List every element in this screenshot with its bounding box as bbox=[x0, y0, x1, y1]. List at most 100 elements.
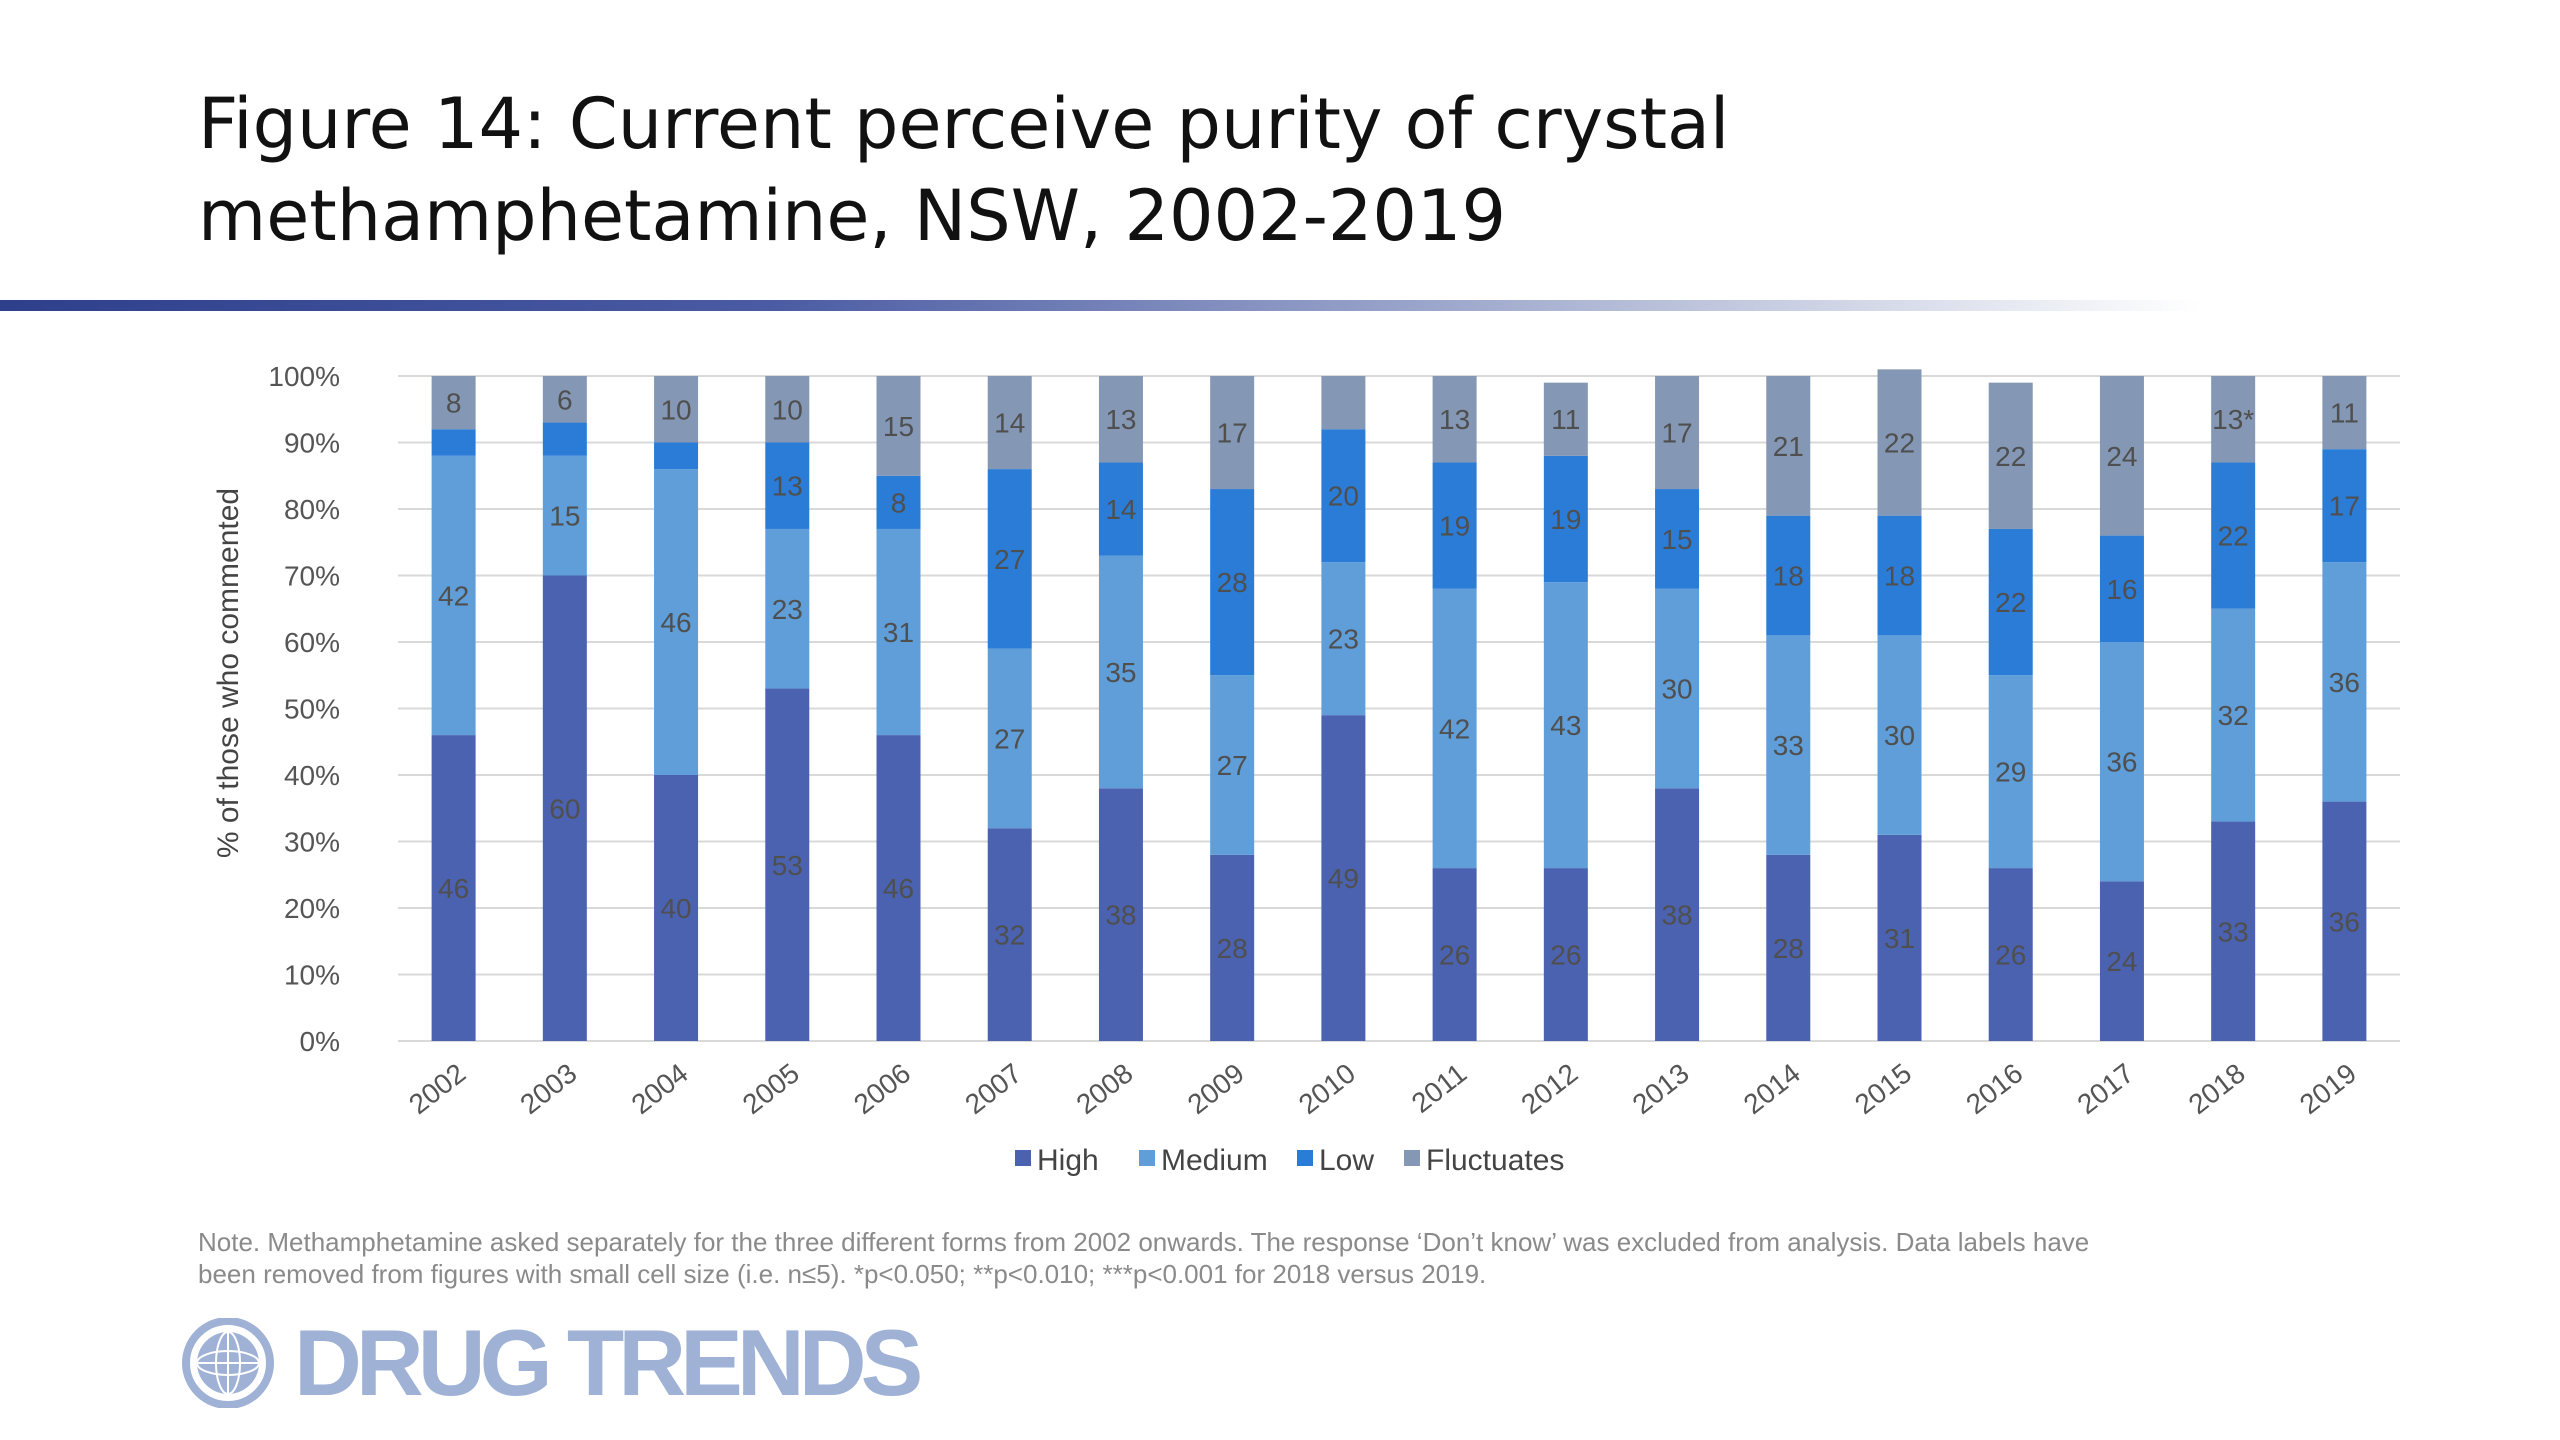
title-line-1: Figure 14: Current perceive purity of cr… bbox=[198, 83, 1730, 165]
bar-segment-low bbox=[654, 442, 699, 470]
bar-segment-medium bbox=[1543, 582, 1588, 869]
legend-swatch-high bbox=[1015, 1150, 1031, 1166]
bar-segment-fluctuates bbox=[1321, 376, 1366, 430]
y-tick-label: 40% bbox=[284, 760, 340, 791]
data-label: 42 bbox=[1439, 713, 1470, 744]
bar-segment-high bbox=[542, 575, 587, 1041]
bar-segment-medium bbox=[1877, 635, 1922, 835]
logo-text: DRUG TRENDS bbox=[294, 1310, 923, 1415]
bar-segment-medium bbox=[2099, 642, 2144, 882]
bar-segment-medium bbox=[2322, 562, 2367, 802]
bar-segment-medium bbox=[1098, 555, 1143, 789]
data-label: 36 bbox=[2329, 667, 2360, 698]
bar-segment-fluctuates bbox=[2099, 376, 2144, 536]
legend-label: High bbox=[1037, 1144, 1099, 1177]
data-label: 14 bbox=[994, 408, 1025, 439]
y-tick-label: 10% bbox=[284, 960, 340, 991]
x-tick-label: 2014 bbox=[1738, 1057, 1806, 1120]
data-label: 33 bbox=[2218, 916, 2249, 947]
data-label: 33 bbox=[1773, 730, 1804, 761]
data-label: 46 bbox=[883, 873, 914, 904]
bar-segment-medium bbox=[987, 648, 1032, 829]
drug-trends-logo: DRUG TRENDS bbox=[176, 1310, 923, 1415]
bar-segment-high bbox=[2322, 801, 2367, 1041]
bar-segment-high bbox=[1543, 868, 1588, 1041]
bar-segment-low bbox=[1655, 489, 1700, 589]
data-label: 46 bbox=[660, 607, 691, 638]
x-tick-label: 2015 bbox=[1849, 1057, 1917, 1120]
bar-segment-low bbox=[1877, 515, 1922, 636]
data-label: 6 bbox=[557, 384, 573, 415]
bar-segment-low bbox=[1321, 429, 1366, 563]
data-label: 19 bbox=[1439, 511, 1470, 542]
data-label: 35 bbox=[1105, 657, 1136, 688]
x-tick-label: 2004 bbox=[626, 1057, 694, 1120]
data-label: 28 bbox=[1217, 933, 1248, 964]
data-label: 28 bbox=[1217, 567, 1248, 598]
bar-segment-fluctuates bbox=[987, 376, 1032, 470]
data-labels: 46 42 8 60 15 6 40 46 10 53 23 13 10 46 31 8 15 32 27 27 14 3… bbox=[438, 384, 2360, 977]
bar-segment-low bbox=[1766, 515, 1811, 636]
bar-segment-medium bbox=[1432, 588, 1477, 869]
bar-segment-high bbox=[765, 688, 810, 1041]
data-label: 14 bbox=[1105, 494, 1136, 525]
x-axis-ticks: 2002 2003 2004 2005 2006 2007 2008 2009 2010 2011… bbox=[403, 1057, 2362, 1120]
bars bbox=[431, 369, 2367, 1041]
x-tick-label: 2010 bbox=[1293, 1057, 1361, 1120]
data-label: 38 bbox=[1105, 900, 1136, 931]
data-label: 36 bbox=[2106, 747, 2137, 778]
data-label: 16 bbox=[2106, 574, 2137, 605]
bar-segment-fluctuates bbox=[654, 376, 699, 443]
x-tick-label: 2008 bbox=[1070, 1057, 1138, 1120]
bar-segment-high bbox=[876, 735, 921, 1041]
bar-segment-high bbox=[1432, 868, 1477, 1041]
x-tick-label: 2005 bbox=[737, 1057, 805, 1120]
data-label: 53 bbox=[772, 850, 803, 881]
bar-segment-low bbox=[2211, 462, 2256, 609]
y-tick-label: 0% bbox=[300, 1026, 340, 1057]
bar-segment-high bbox=[2211, 821, 2256, 1041]
bar-segment-fluctuates bbox=[1543, 382, 1588, 456]
x-tick-label: 2016 bbox=[1960, 1057, 2028, 1120]
data-label: 40 bbox=[660, 893, 691, 924]
bar-segment-medium bbox=[765, 528, 810, 689]
bar-segment-fluctuates bbox=[2211, 376, 2256, 463]
data-label: 22 bbox=[1995, 441, 2026, 472]
bar-segment-high bbox=[1210, 854, 1255, 1041]
bar-segment-high bbox=[1877, 834, 1922, 1041]
data-label: 26 bbox=[1995, 940, 2026, 971]
data-label: 42 bbox=[438, 580, 469, 611]
data-label: 22 bbox=[1995, 587, 2026, 618]
bar-segment-low bbox=[1543, 455, 1588, 583]
y-tick-label: 80% bbox=[284, 494, 340, 525]
bar-segment-low bbox=[765, 442, 810, 529]
y-axis-title: % of those who commented bbox=[212, 488, 245, 858]
stacked-bar-chart: 0% 10% 20% 30% 40% 50% 60% 70% 80% 90% 100% 46 42 8 6… bbox=[212, 361, 2400, 1177]
data-label: 15 bbox=[883, 411, 914, 442]
y-tick-label: 50% bbox=[284, 694, 340, 725]
bar-segment-fluctuates bbox=[765, 376, 810, 443]
bar-segment-medium bbox=[876, 528, 921, 736]
x-tick-label: 2012 bbox=[1515, 1057, 1583, 1120]
data-label: 30 bbox=[1661, 674, 1692, 705]
y-tick-label: 60% bbox=[284, 627, 340, 658]
legend-label: Fluctuates bbox=[1426, 1144, 1564, 1177]
data-label: 27 bbox=[994, 544, 1025, 575]
x-tick-label: 2002 bbox=[403, 1057, 471, 1120]
bar-segment-high bbox=[987, 828, 1032, 1041]
globe-icon bbox=[182, 1318, 274, 1408]
data-label: 49 bbox=[1328, 863, 1359, 894]
data-label: 18 bbox=[1884, 561, 1915, 592]
data-label: 36 bbox=[2329, 906, 2360, 937]
footnote-line-2: been removed from figures with small cel… bbox=[198, 1259, 1487, 1289]
page-title: Figure 14: Current perceive purity of cr… bbox=[198, 78, 2298, 262]
y-tick-label: 70% bbox=[284, 561, 340, 592]
bar-segment-low bbox=[2322, 449, 2367, 563]
y-tick-label: 20% bbox=[284, 893, 340, 924]
data-label: 8 bbox=[891, 487, 907, 518]
data-label: 20 bbox=[1328, 481, 1359, 512]
bar-segment-medium bbox=[1766, 635, 1811, 855]
data-label: 60 bbox=[549, 793, 580, 824]
bar-segment-fluctuates bbox=[431, 376, 476, 430]
bar-segment-medium bbox=[1321, 562, 1366, 716]
